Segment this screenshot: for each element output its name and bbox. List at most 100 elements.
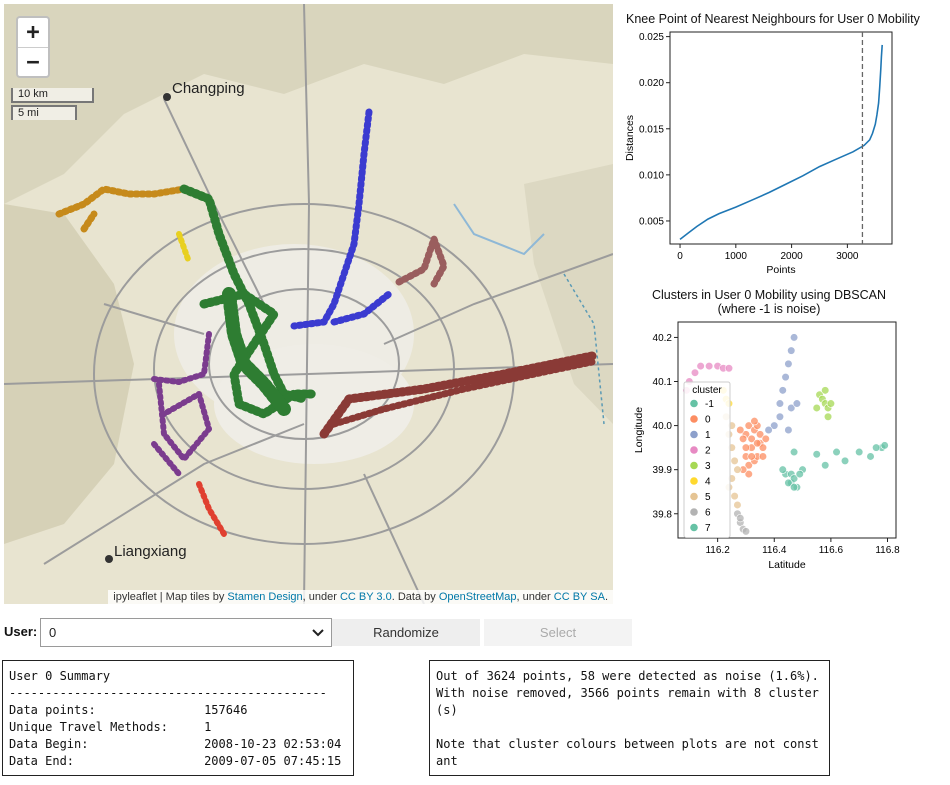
y-tick-label: 0.020	[639, 78, 664, 89]
trajectory-green-3	[222, 287, 291, 416]
legend-label--1: -1	[705, 399, 714, 410]
x-tick-label: 116.2	[705, 545, 730, 556]
river	[453, 203, 545, 256]
cluster-point--1	[789, 447, 799, 457]
randomize-button[interactable]: Randomize	[332, 619, 480, 646]
osm-link[interactable]: OpenStreetMap	[438, 591, 517, 603]
y-tick-label: 40.0	[653, 421, 673, 432]
legend-marker-0	[690, 415, 698, 423]
cluster-point-1	[778, 386, 787, 395]
cluster-point-1	[784, 425, 793, 435]
cluster-point-3	[826, 399, 835, 408]
knee-plot: 0 1000 2000 3000 0.005 0.010 0.015 0.020 0.025 Po…	[624, 31, 893, 276]
place-marker-changping	[163, 93, 171, 101]
cluster-point-5	[733, 465, 742, 474]
legend-label-7: 7	[705, 523, 711, 534]
cc-by-30-link[interactable]: CC BY 3.0	[339, 591, 392, 603]
cluster-point-1	[781, 373, 790, 382]
attribution-under-1: , under	[302, 591, 340, 603]
cluster-point-0	[744, 421, 753, 430]
cluster-point-0	[753, 439, 762, 448]
cluster-point-1	[775, 412, 785, 421]
cluster-point-1	[787, 346, 796, 355]
cluster-point-7	[795, 469, 804, 479]
cluster-point--1	[812, 450, 821, 459]
cluster-point-1	[784, 359, 793, 368]
cluster-point-3	[812, 403, 821, 413]
cluster-point-2	[705, 361, 714, 371]
user-dropdown[interactable]: 0	[40, 618, 332, 647]
zoom-control: + −	[16, 16, 50, 78]
cluster-point--1	[855, 447, 864, 457]
cluster-point-6	[741, 527, 751, 536]
legend-marker-6	[690, 508, 698, 516]
cluster-plot: 116.2 116.4 116.6 116.8 39.8 39.9 40.0 40.1 40.2…	[633, 321, 900, 571]
map-tiles: Changping Liangxiang	[4, 4, 613, 604]
scale-bar-km: 10 km	[11, 88, 94, 103]
place-marker-liangxiang	[105, 555, 113, 563]
cluster-point-0	[744, 469, 753, 479]
cluster-point--1	[872, 443, 881, 452]
cluster-point-7	[789, 483, 799, 492]
x-tick-label: 0	[677, 251, 683, 262]
y-tick-label: 0.015	[639, 124, 664, 135]
attribution-under-2: , under	[516, 591, 554, 603]
legend-label-2: 2	[705, 446, 711, 457]
cluster-point-2	[696, 361, 705, 371]
trajectory-blue	[290, 108, 373, 330]
y-axis-label: Longitude	[633, 407, 645, 453]
cluster-point-0	[758, 452, 768, 461]
cc-by-sa-link[interactable]: CC BY SA	[553, 591, 605, 603]
cluster-point-2	[690, 368, 700, 377]
cluster-point-7	[784, 478, 793, 487]
zoom-out-button[interactable]: −	[18, 47, 48, 76]
legend-marker-5	[690, 492, 698, 501]
cluster-plot-title-line1: Clusters in User 0 Mobility using DBSCAN	[651, 288, 887, 302]
select-button[interactable]: Select	[484, 619, 632, 646]
rail-line	[563, 273, 605, 425]
trajectory-orange-branch	[80, 210, 98, 233]
mountains-north	[4, 4, 613, 204]
cluster-point--1	[840, 456, 850, 465]
cluster-point-1	[789, 333, 799, 342]
legend-marker-1	[690, 430, 698, 439]
cluster-point-1	[770, 421, 779, 430]
y-tick-label: 0.025	[639, 32, 664, 43]
trajectory-brown	[319, 351, 597, 439]
trajectory-blue-2	[330, 290, 393, 326]
cluster-point-0	[741, 443, 751, 452]
knee-plot-frame	[669, 31, 893, 245]
cluster-point-0	[744, 461, 753, 470]
y-tick-label: 39.9	[653, 465, 673, 476]
cluster-point-1	[764, 425, 773, 435]
cluster-point-5	[733, 500, 742, 510]
zoom-in-button[interactable]: +	[26, 20, 40, 45]
y-tick-label: 39.8	[653, 509, 673, 520]
controls-bar: User: 0 Randomize Select	[4, 618, 644, 648]
place-label-changping: Changping	[172, 80, 245, 97]
legend-marker--1	[690, 399, 698, 408]
map-view[interactable]: Changping Liangxiang + − 10 km 5 mi ipyl…	[4, 4, 613, 604]
stamen-link[interactable]: Stamen Design	[227, 591, 303, 603]
cluster-point-0	[747, 434, 756, 443]
place-label-liangxiang: Liangxiang	[114, 543, 187, 560]
legend-label-5: 5	[705, 492, 711, 503]
distance-curve	[679, 44, 883, 241]
noise-report-box: Out of 3624 points, 58 were detected as …	[429, 660, 830, 776]
attribution-prefix: ipyleaflet | Map tiles by	[113, 591, 228, 603]
legend-marker-3	[690, 461, 698, 470]
x-tick-label: 3000	[836, 251, 859, 262]
attribution-data-by: . Data by	[391, 591, 439, 603]
mountains-west	[4, 204, 134, 544]
cluster-point--1	[832, 447, 841, 457]
legend-label-1: 1	[705, 430, 711, 441]
y-tick-label: 40.2	[653, 333, 673, 344]
user-summary-box: User 0 Summary -------------------------…	[2, 660, 354, 776]
legend-label-3: 3	[705, 461, 711, 472]
trajectory-rose	[395, 235, 448, 288]
user-label: User:	[4, 624, 38, 639]
map-attribution: ipyleaflet | Map tiles by Stamen Design,…	[108, 590, 613, 604]
scale-bar-mi: 5 mi	[11, 105, 77, 120]
cluster-point-0	[736, 425, 745, 435]
cluster-point-5	[730, 456, 739, 465]
